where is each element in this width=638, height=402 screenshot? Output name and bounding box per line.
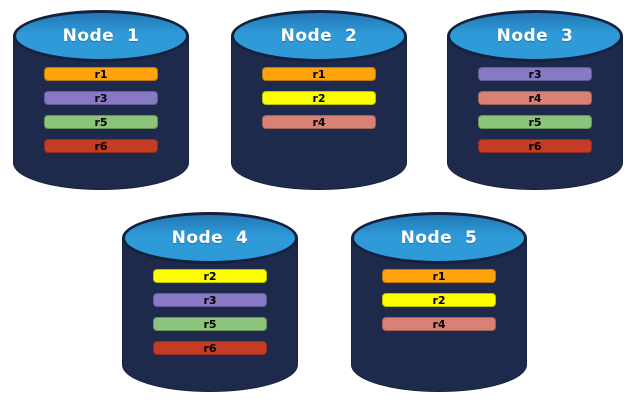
replica-bar-r4: r4 — [478, 91, 592, 105]
replica-bar-r3: r3 — [44, 91, 158, 105]
replica-bar-r4: r4 — [262, 115, 376, 129]
replica-bar-r2: r2 — [153, 269, 267, 283]
database-node-2: Node 2 r1 r2 r4 — [231, 10, 407, 190]
replica-bar-r2: r2 — [262, 91, 376, 105]
node-label: Node 5 — [400, 228, 478, 248]
database-node-5: Node 5 r1 r2 r4 — [351, 212, 527, 392]
replica-list: r2 r3 r5 r6 — [153, 269, 267, 355]
replica-list: r1 r3 r5 r6 — [44, 67, 158, 153]
node-label: Node 1 — [62, 26, 140, 46]
replica-bar-r1: r1 — [44, 67, 158, 81]
replica-list: r3 r4 r5 r6 — [478, 67, 592, 153]
cylinder-top: Node 5 — [351, 212, 527, 264]
replica-bar-r5: r5 — [44, 115, 158, 129]
replica-bar-r6: r6 — [44, 139, 158, 153]
cylinder-top: Node 2 — [231, 10, 407, 62]
node-label: Node 3 — [496, 26, 574, 46]
database-node-3: Node 3 r3 r4 r5 r6 — [447, 10, 623, 190]
replica-bar-r6: r6 — [153, 341, 267, 355]
cylinder-top: Node 4 — [122, 212, 298, 264]
replica-list: r1 r2 r4 — [262, 67, 376, 129]
node-label: Node 4 — [171, 228, 249, 248]
replica-bar-r4: r4 — [382, 317, 496, 331]
database-node-4: Node 4 r2 r3 r5 r6 — [122, 212, 298, 392]
replica-bar-r5: r5 — [153, 317, 267, 331]
replica-bar-r1: r1 — [382, 269, 496, 283]
replica-bar-r1: r1 — [262, 67, 376, 81]
replica-bar-r3: r3 — [153, 293, 267, 307]
database-node-1: Node 1 r1 r3 r5 r6 — [13, 10, 189, 190]
replica-bar-r3: r3 — [478, 67, 592, 81]
cylinder-top: Node 3 — [447, 10, 623, 62]
replica-bar-r6: r6 — [478, 139, 592, 153]
replica-list: r1 r2 r4 — [382, 269, 496, 331]
cylinder-top: Node 1 — [13, 10, 189, 62]
node-label: Node 2 — [280, 26, 358, 46]
replica-bar-r2: r2 — [382, 293, 496, 307]
replica-bar-r5: r5 — [478, 115, 592, 129]
